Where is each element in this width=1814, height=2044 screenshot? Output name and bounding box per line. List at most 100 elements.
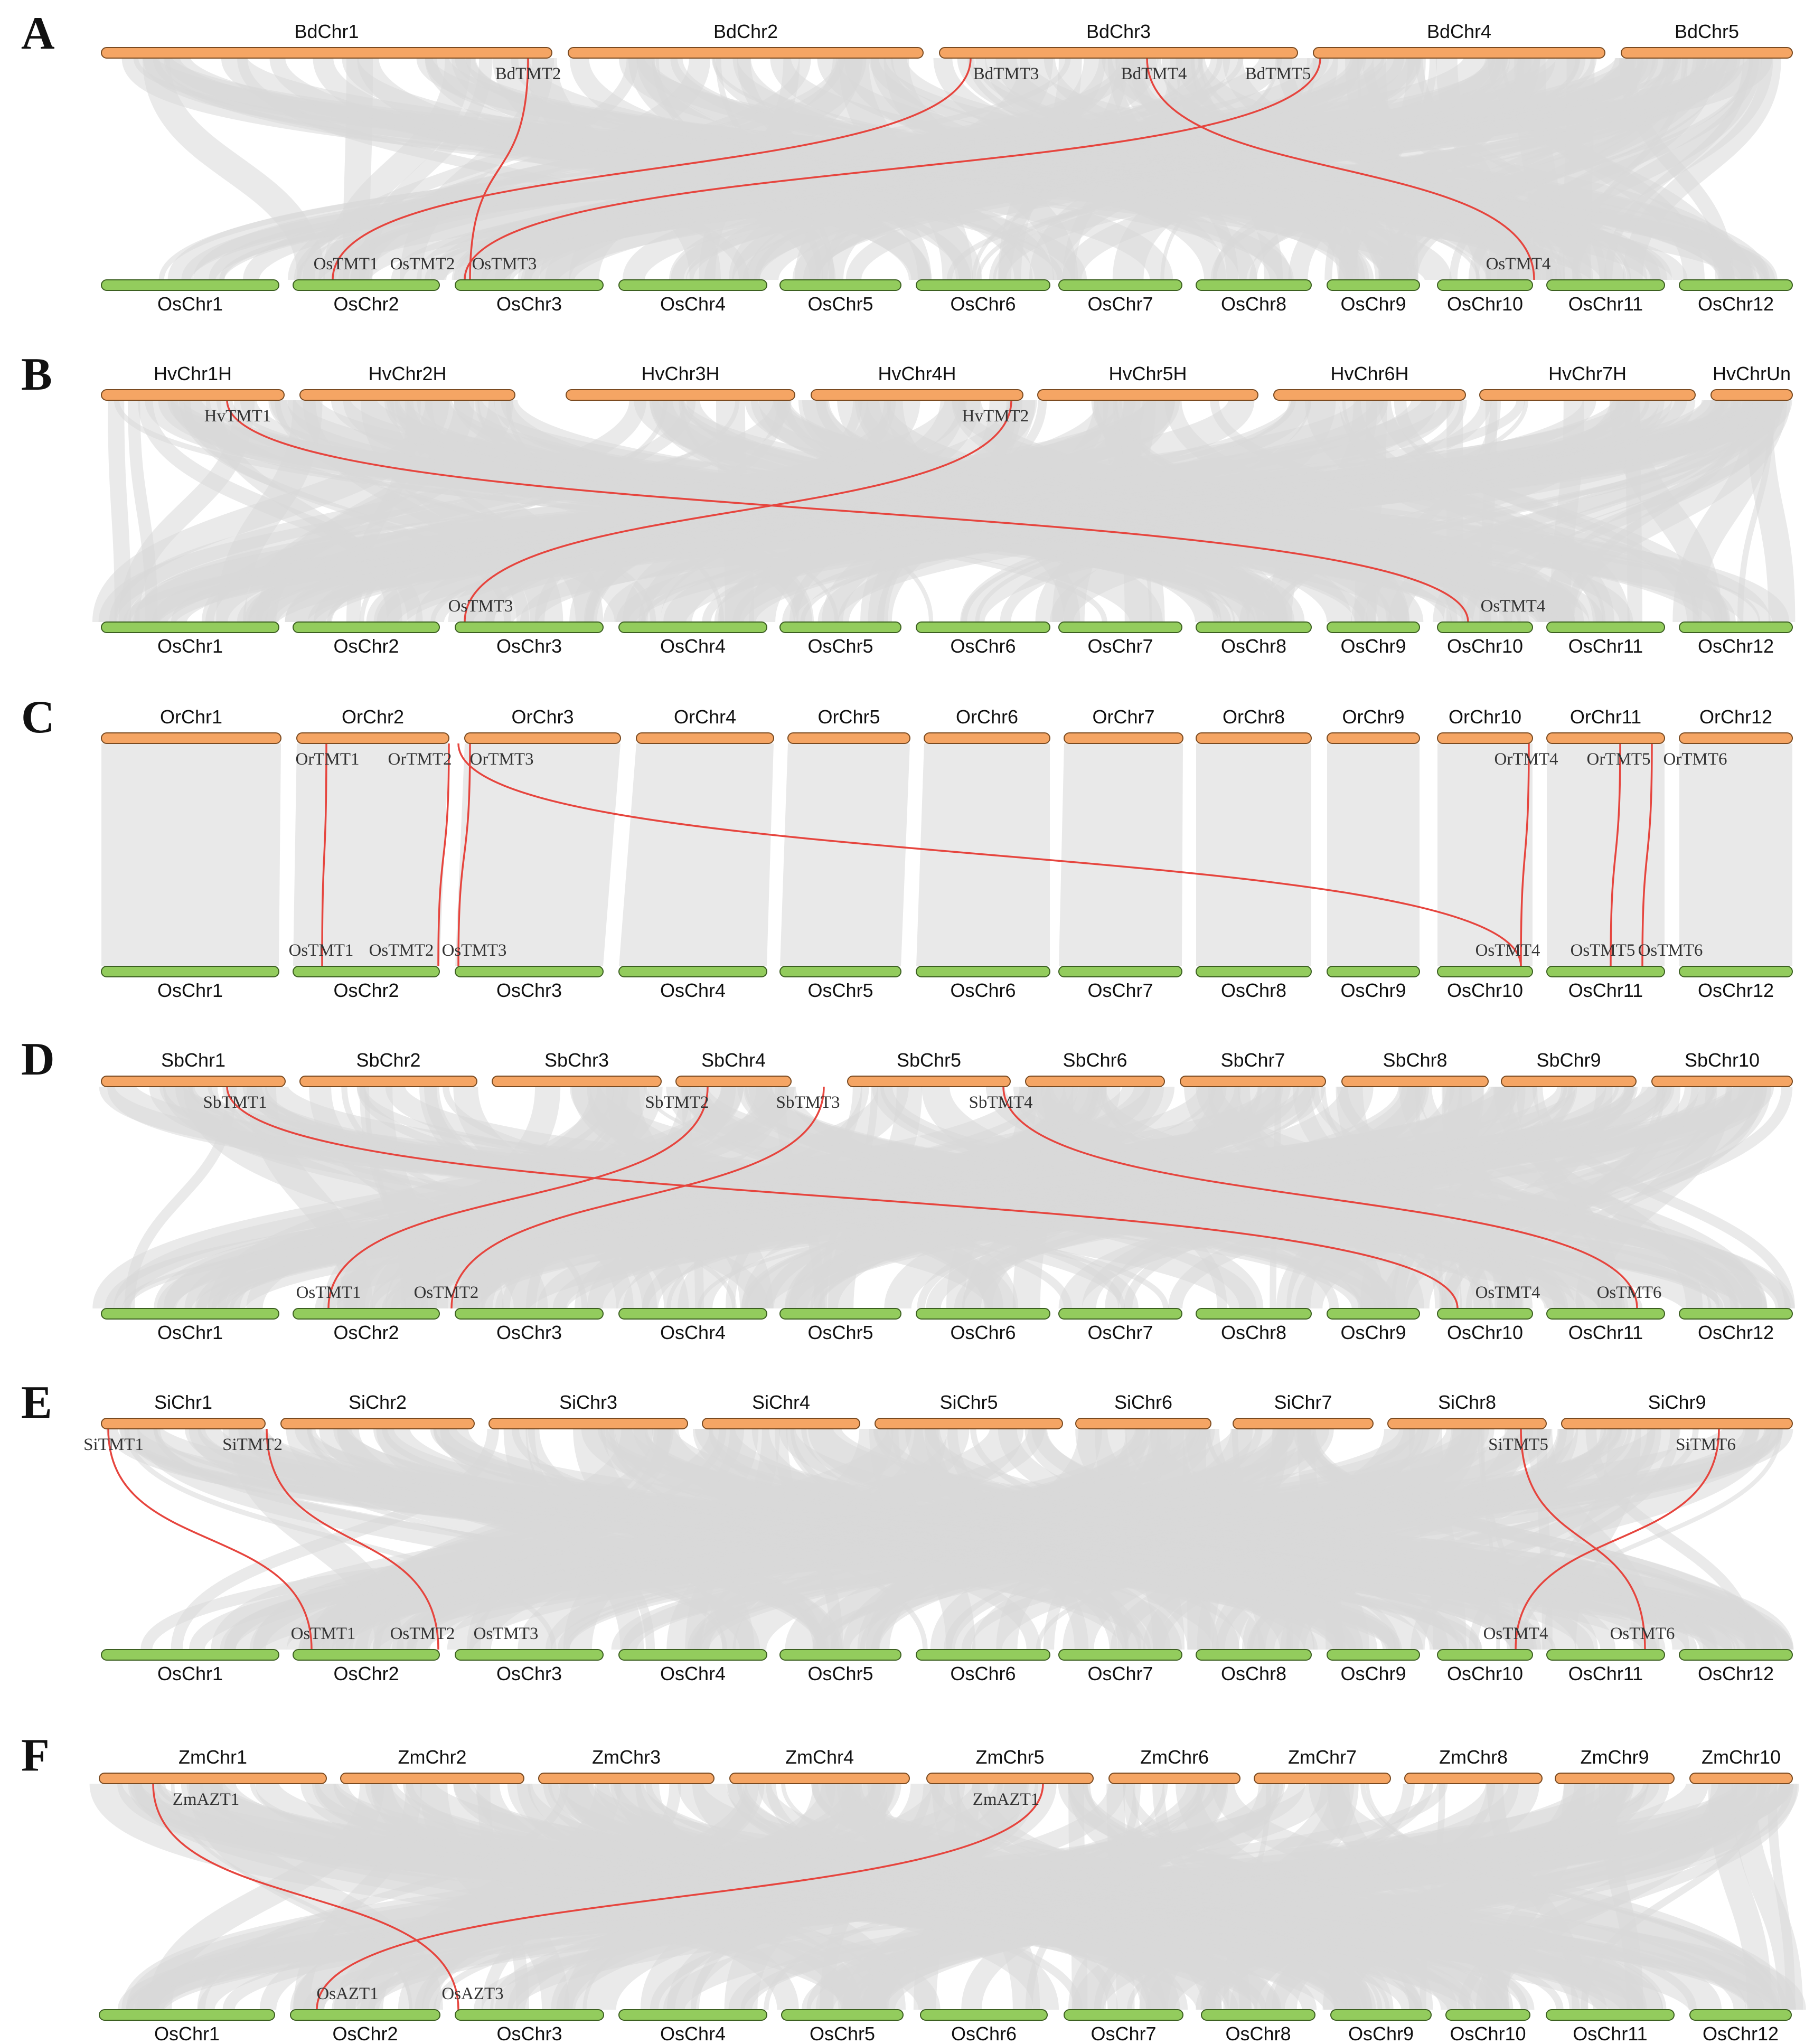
- chromosome-label: OsChr5: [807, 1322, 873, 1343]
- chromosome-label: OrChr3: [511, 706, 574, 728]
- gene-label: OsTMT3: [474, 1624, 539, 1643]
- chromosome-bar: [618, 966, 767, 977]
- chromosome-bar: [455, 1649, 604, 1661]
- collinear-link: [343, 58, 373, 280]
- chromosome-label: OsChr6: [950, 293, 1016, 315]
- gene-label: OsTMT4: [1486, 255, 1551, 274]
- chromosome-label: OsChr10: [1447, 635, 1523, 657]
- chromosome-label: OsChr4: [660, 1663, 726, 1684]
- chromosome-label: SbChr6: [1063, 1049, 1127, 1071]
- chromosome-label: OsChr7: [1087, 979, 1153, 1001]
- chromosome-bar: [636, 732, 774, 744]
- chromosome-label: OsChr3: [496, 635, 562, 657]
- gene-label: OrTMT3: [470, 750, 534, 769]
- chromosome-bar: [1327, 279, 1420, 291]
- chromosome-label: ZmChr3: [592, 1746, 661, 1768]
- collinear-link: [268, 398, 1491, 625]
- chromosome-bar: [787, 732, 910, 744]
- chromosome-label: OrChr10: [1449, 706, 1521, 728]
- chromosome-label: OsChr9: [1340, 979, 1406, 1001]
- panel-F: F ZmChr1 ZmChr2 ZmChr3 ZmChr4 ZmChr5 ZmChr6 ZmC…: [21, 1730, 1806, 2044]
- homolog-link: [1515, 1428, 1720, 1650]
- collinear-link: [457, 55, 1416, 282]
- chromosome-label: SiChr7: [1274, 1391, 1332, 1413]
- chromosome-label: OsChr5: [807, 635, 873, 657]
- collinear-link: [1327, 1783, 1510, 2010]
- chromosome-bar: [1037, 389, 1258, 401]
- gene-label: BdTMT4: [1121, 64, 1187, 83]
- gene-label: ZmAZT1: [173, 1790, 239, 1809]
- chromosome-label: OsChr2: [333, 1663, 399, 1684]
- chromosome-label: OsChr7: [1091, 2023, 1156, 2044]
- collinear-link: [398, 1782, 852, 2011]
- chromosome-bar: [1075, 1418, 1211, 1429]
- chromosome-label: OsChr10: [1450, 2023, 1526, 2044]
- gene-label: OsTMT2: [390, 255, 455, 274]
- gene-label: OsTMT1: [289, 941, 354, 960]
- chromosome-label: OsChr1: [157, 293, 223, 315]
- chromosome-label: OsChr12: [1698, 1322, 1774, 1343]
- gene-label: OsTMT6: [1638, 941, 1703, 960]
- gene-label: OsTMT1: [296, 1283, 361, 1302]
- chromosome-label: ZmChr5: [975, 1746, 1044, 1768]
- chromosome-bar: [1710, 389, 1793, 401]
- collinear-band: [1059, 743, 1183, 966]
- chromosome-bar: [916, 621, 1050, 633]
- homolog-link: [321, 743, 327, 967]
- chromosome-label: BdChr4: [1427, 21, 1491, 42]
- homolog-link: [464, 400, 1012, 623]
- chromosome-label: SiChr6: [1114, 1391, 1172, 1413]
- collinear-link: [124, 1428, 557, 1650]
- chromosome-bar: [1679, 732, 1793, 744]
- chromosome-label: OsChr2: [333, 1322, 399, 1343]
- panel-letter: D: [21, 1034, 55, 1085]
- chromosome-bar: [1546, 732, 1665, 744]
- chromosome-bar: [920, 2009, 1048, 2021]
- homolog-link: [1641, 743, 1653, 967]
- gene-label: SiTMT2: [222, 1435, 283, 1454]
- chromosome-label: OsChr6: [950, 1322, 1016, 1343]
- chromosome-bar: [1180, 1076, 1326, 1087]
- chromosome-bar: [99, 1773, 327, 1784]
- chromosome-bar: [290, 2009, 440, 2021]
- chromosome-bar: [101, 47, 552, 59]
- chromosome-bar: [1445, 2009, 1530, 2021]
- chromosome-label: OsChr8: [1221, 1322, 1286, 1343]
- gene-label: SiTMT6: [1676, 1435, 1736, 1454]
- homolog-link: [464, 58, 1321, 280]
- collinear-link: [407, 1428, 1145, 1650]
- chromosome-bar: [1233, 1418, 1374, 1429]
- chromosome-bar: [101, 966, 279, 977]
- chromosome-label: SiChr2: [349, 1391, 407, 1413]
- chromosome-bar: [538, 1773, 715, 1784]
- homolog-link: [1520, 1428, 1646, 1650]
- chromosome-bar: [1196, 732, 1312, 744]
- collinear-band: [1327, 743, 1420, 966]
- chromosome-label: OsChr11: [1568, 635, 1643, 657]
- homolog-link: [437, 743, 450, 967]
- collinear-blocks: [89, 1780, 1806, 2013]
- collinear-link: [356, 1086, 1585, 1310]
- chromosome-bar: [455, 966, 604, 977]
- chromosome-bar: [1437, 279, 1533, 291]
- collinear-link: [1029, 1085, 1748, 1310]
- chromosome-bar: [916, 966, 1050, 977]
- chromosome-label: OsChr4: [660, 635, 726, 657]
- collinear-link: [1360, 1783, 1787, 2010]
- homolog-link: [316, 1783, 1044, 2010]
- chromosome-label: BdChr1: [294, 21, 359, 42]
- gene-label: OsAZT1: [316, 1984, 378, 2003]
- collinear-link: [871, 1428, 1430, 1650]
- chromosome-label: OsChr8: [1221, 293, 1286, 315]
- chromosome-label: OsChr2: [333, 635, 399, 657]
- chromosome-bar: [492, 1076, 662, 1087]
- chromosome-label: OsChr9: [1340, 635, 1406, 657]
- gene-label: SbTMT3: [776, 1093, 840, 1112]
- gene-label: OsTMT3: [448, 597, 513, 616]
- collinear-link: [869, 1428, 976, 1650]
- gene-label: OrTMT1: [296, 750, 360, 769]
- chromosome-label: SiChr4: [752, 1391, 810, 1413]
- chromosome-bar: [1108, 1773, 1240, 1784]
- collinear-link: [1394, 400, 1699, 623]
- chromosome-bar: [1679, 1308, 1793, 1320]
